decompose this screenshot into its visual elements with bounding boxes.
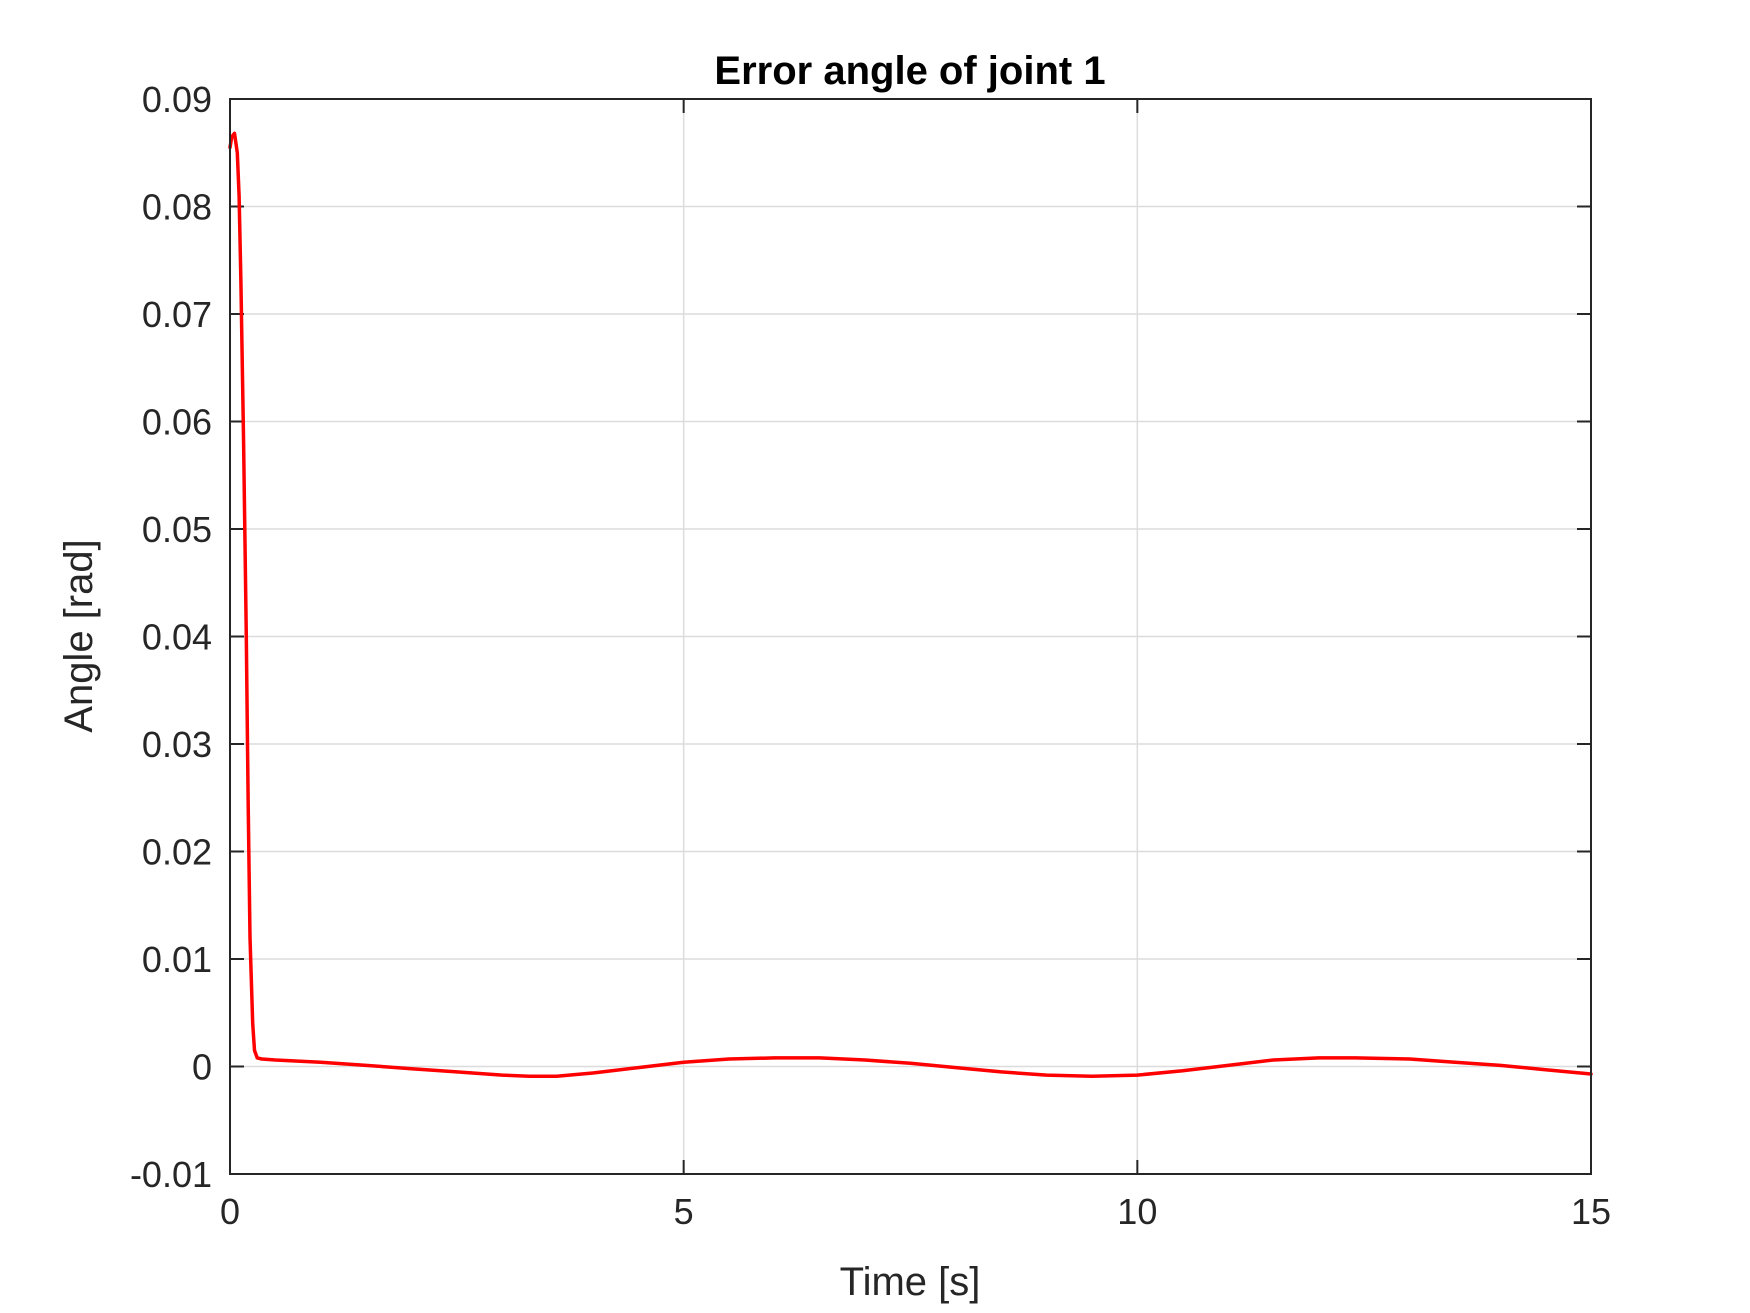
y-tick-label: 0.04	[142, 617, 212, 658]
y-tick-label: 0.08	[142, 187, 212, 228]
y-tick-label: 0.05	[142, 509, 212, 550]
x-tick-label: 10	[1117, 1191, 1157, 1232]
y-tick-label: 0.01	[142, 939, 212, 980]
y-tick-label: 0.06	[142, 402, 212, 443]
x-tick-label: 5	[674, 1191, 694, 1232]
y-tick-label: 0	[192, 1047, 212, 1088]
y-tick-label: 0.02	[142, 832, 212, 873]
tick-labels: 0 5 10 15-0.0100.010.020.030.040.050.060.07…	[130, 79, 1611, 1232]
y-tick-label: 0.07	[142, 294, 212, 335]
x-axis-label: Time [s]	[840, 1260, 981, 1304]
x-tick-label: 15	[1571, 1191, 1611, 1232]
chart-title: Error angle of joint 1	[714, 49, 1105, 93]
y-tick-label: 0.03	[142, 724, 212, 765]
series-layer	[228, 131, 1593, 1078]
plot-border	[229, 98, 1592, 1175]
y-tick-label: -0.01	[130, 1154, 212, 1195]
series-line	[228, 131, 1593, 1078]
y-tick-label: 0.09	[142, 79, 212, 120]
x-tick-label: 0	[220, 1191, 240, 1232]
y-axis-label: Angle [rad]	[57, 539, 101, 732]
